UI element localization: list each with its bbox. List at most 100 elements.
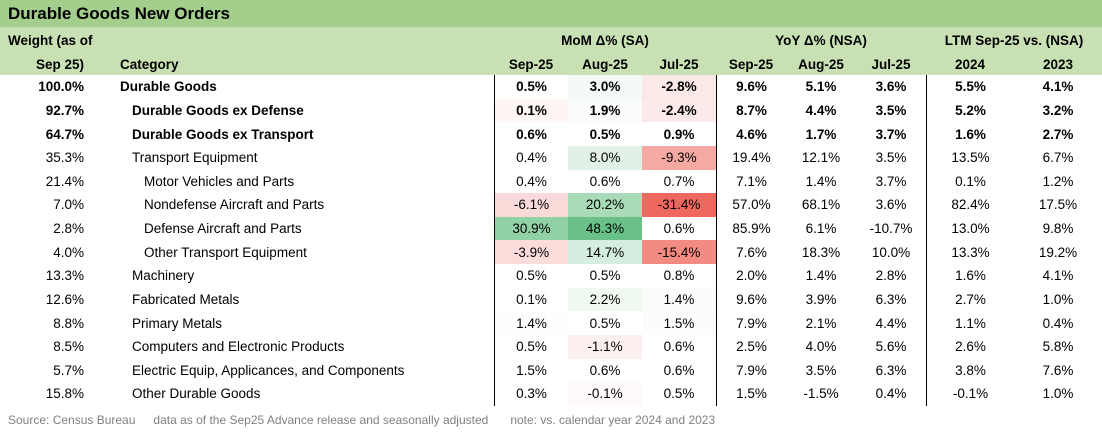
table-row: 5.7% Electric Equip, Applicances, and Com… [0,358,1102,383]
yoy-sep-25-value: 7.9% [716,311,786,335]
yoy-aug-25-value: 1.4% [805,268,837,284]
yoy-aug-25-value: -1.5% [803,386,839,402]
col-header-yoy-sep-25: Sep-25 [728,56,774,72]
mom-aug-25-value: 20.2% [568,193,642,217]
group-header-yoy: YoY Δ% (NSA) [775,32,867,48]
mom-sep-25-value: 0.5% [494,264,568,288]
category-label: Defense Aircraft and Parts [144,221,302,237]
group-header-ltm: LTM Sep-25 vs. (NSA) [944,32,1084,48]
table-row: 8.8% Primary Metals 1.4% 0.5% 1.5% 7.9% 2.1% 4.… [0,311,1102,335]
mom-jul-25-value: -9.3% [642,145,716,170]
category-label: Electric Equip, Applicances, and Compone… [132,362,405,378]
ltm-2023-value: 1.2% [1042,173,1074,189]
mom-aug-25-value: 48.3% [568,216,642,241]
mom-aug-25-value: 0.5% [568,311,642,335]
col-header-mom-jul-25: Jul-25 [659,56,699,72]
mom-aug-25-value: 0.6% [568,169,642,194]
mom-jul-25-value: 1.4% [642,287,716,312]
yoy-aug-25-value: 4.4% [805,102,837,118]
weight-value: 35.3% [45,150,84,166]
mom-sep-25-value: -6.1% [494,193,568,217]
col-header-mom-aug-25: Aug-25 [582,56,628,72]
ltm-2023-value: 7.6% [1042,362,1074,378]
yoy-sep-25-value: 2.5% [716,334,786,359]
yoy-sep-25-value: 19.4% [716,145,786,170]
mom-aug-25-value: 0.5% [568,122,642,146]
yoy-jul-25-value: 3.6% [875,197,907,213]
category-label: Motor Vehicles and Parts [144,173,295,189]
weight-header-line2: Sep 25) [35,56,84,72]
table-row: 35.3% Transport Equipment 0.4% 8.0% -9.3% 19.… [0,145,1102,170]
title-bar: Durable Goods New Orders [0,0,1102,27]
yoy-aug-25-value: 5.1% [805,79,837,95]
footer-note: note: vs. calendar year 2024 and 2023 [510,413,716,427]
ltm-2023-value: 4.1% [1042,79,1074,95]
weight-value: 2.8% [53,221,84,237]
mom-jul-25-value: 0.6% [642,358,716,383]
weight-value: 100.0% [38,79,84,95]
yoy-aug-25-value: 68.1% [801,197,841,213]
category-label: Computers and Electronic Products [132,339,345,355]
mom-aug-25-value: 3.0% [568,75,642,99]
yoy-jul-25-value: 0.4% [875,386,907,402]
yoy-jul-25-value: 6.3% [875,362,907,378]
mom-sep-25-value: 0.3% [494,382,568,406]
col-header-mom-sep-25: Sep-25 [508,56,554,72]
footer-source: Source: Census Bureau [8,413,136,427]
weight-value: 8.5% [53,339,84,355]
mom-aug-25-value: -0.1% [568,382,642,406]
ltm-2024-value: 5.5% [926,75,1014,99]
mom-sep-25-value: 1.4% [494,311,568,335]
mom-jul-25-value: -15.4% [642,240,716,264]
mom-sep-25-value: 30.9% [494,216,568,241]
weight-value: 7.0% [53,197,84,213]
table-row: 15.8% Other Durable Goods 0.3% -0.1% 0.5% 1.5… [0,382,1102,406]
mom-sep-25-value: 0.5% [494,334,568,359]
table-row: 7.0% Nondefense Aircraft and Parts -6.1% 20… [0,193,1102,217]
ltm-2024-value: 1.1% [926,311,1014,335]
group-header-mom: MoM Δ% (SA) [561,32,649,48]
yoy-sep-25-value: 7.1% [716,169,786,194]
col-header-yoy-jul-25: Jul-25 [871,56,911,72]
weight-value: 12.6% [45,291,84,307]
ltm-2024-value: 2.7% [926,287,1014,312]
yoy-sep-25-value: 57.0% [716,193,786,217]
weight-value: 4.0% [53,244,84,260]
ltm-2023-value: 0.4% [1042,315,1074,331]
ltm-2024-value: 13.3% [926,240,1014,264]
category-header: Category [120,56,179,72]
ltm-2023-value: 9.8% [1042,221,1074,237]
yoy-aug-25-value: 12.1% [801,150,841,166]
weight-value: 15.8% [45,386,84,402]
category-label: Durable Goods ex Transport [132,126,314,142]
category-label: Fabricated Metals [132,291,240,307]
weight-value: 64.7% [45,126,84,142]
ltm-2023-value: 2.7% [1042,126,1074,142]
ltm-2023-value: 4.1% [1042,268,1074,284]
mom-aug-25-value: 14.7% [568,240,642,264]
mom-jul-25-value: 0.7% [642,169,716,194]
yoy-sep-25-value: 1.5% [716,382,786,406]
mom-sep-25-value: -3.9% [494,240,568,264]
ltm-2024-value: 13.0% [926,216,1014,241]
category-label: Other Transport Equipment [144,244,307,260]
yoy-aug-25-value: 3.5% [805,362,837,378]
yoy-jul-25-value: 10.0% [871,244,911,260]
ltm-2024-value: 0.1% [926,169,1014,194]
mom-jul-25-value: 0.6% [642,334,716,359]
mom-jul-25-value: -31.4% [642,193,716,217]
col-header-ltm-2023: 2023 [1042,56,1074,72]
ltm-2024-value: 82.4% [926,193,1014,217]
ltm-2024-value: 3.8% [926,358,1014,383]
yoy-sep-25-value: 9.6% [716,75,786,99]
mom-aug-25-value: 0.5% [568,264,642,288]
yoy-aug-25-value: 18.3% [801,244,841,260]
category-label: Durable Goods [120,79,217,95]
weight-value: 8.8% [53,315,84,331]
ltm-2024-value: 2.6% [926,334,1014,359]
yoy-aug-25-value: 1.7% [805,126,837,142]
ltm-2023-value: 1.0% [1042,291,1074,307]
mom-jul-25-value: 1.5% [642,311,716,335]
mom-sep-25-value: 1.5% [494,358,568,383]
ltm-2023-value: 1.0% [1042,386,1074,402]
